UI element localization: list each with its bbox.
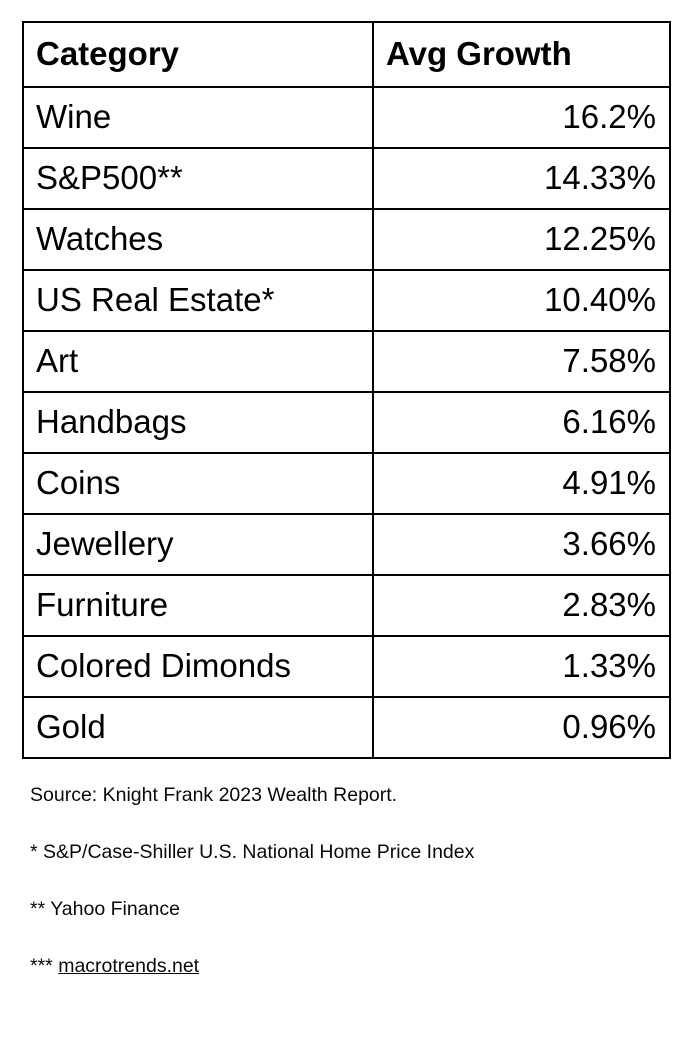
category-cell: Wine (22, 86, 374, 149)
growth-cell: 1.33% (372, 635, 671, 698)
sp500-footnote: ** Yahoo Finance (30, 898, 180, 920)
table-row: Watches 12.25% (22, 208, 671, 271)
footnotes: Source: Knight Frank 2023 Wealth Report.… (30, 784, 692, 978)
category-cell: Watches (22, 208, 374, 271)
macrotrends-link[interactable]: macrotrends.net (58, 955, 200, 977)
column-header-category: Category (22, 21, 374, 88)
category-cell: Colored Dimonds (22, 635, 374, 698)
table-row: Jewellery 3.66% (22, 513, 671, 576)
category-cell: S&P500** (22, 147, 374, 210)
category-cell: Coins (22, 452, 374, 515)
category-cell: Handbags (22, 391, 374, 454)
growth-cell: 10.40% (372, 269, 671, 332)
growth-cell: 2.83% (372, 574, 671, 637)
growth-cell: 0.96% (372, 696, 671, 759)
growth-cell: 16.2% (372, 86, 671, 149)
macrotrends-footnote: *** macrotrends.net (30, 955, 692, 978)
table-row: S&P500** 14.33% (22, 147, 671, 210)
growth-cell: 4.91% (372, 452, 671, 515)
growth-cell: 3.66% (372, 513, 671, 576)
category-cell: Jewellery (22, 513, 374, 576)
growth-cell: 14.33% (372, 147, 671, 210)
table-row: Gold 0.96% (22, 696, 671, 759)
source-note: Source: Knight Frank 2023 Wealth Report. (30, 784, 398, 806)
category-cell: US Real Estate* (22, 269, 374, 332)
table-row: Coins 4.91% (22, 452, 671, 515)
growth-cell: 6.16% (372, 391, 671, 454)
table-row: Colored Dimonds 1.33% (22, 635, 671, 698)
column-header-avg-growth: Avg Growth (372, 21, 671, 88)
category-cell: Furniture (22, 574, 374, 637)
avg-growth-table: Category Avg Growth Wine 16.2% S&P500** … (22, 21, 671, 759)
macrotrends-marker: *** (30, 955, 53, 977)
table-row: Handbags 6.16% (22, 391, 671, 454)
table-row: Wine 16.2% (22, 86, 671, 149)
table-row: Art 7.58% (22, 330, 671, 393)
growth-cell: 12.25% (372, 208, 671, 271)
table-row: Furniture 2.83% (22, 574, 671, 637)
table-header-row: Category Avg Growth (22, 21, 671, 88)
category-cell: Art (22, 330, 374, 393)
page: Category Avg Growth Wine 16.2% S&P500** … (0, 21, 692, 1045)
table-row: US Real Estate* 10.40% (22, 269, 671, 332)
real-estate-footnote: * S&P/Case-Shiller U.S. National Home Pr… (30, 841, 475, 863)
category-cell: Gold (22, 696, 374, 759)
growth-cell: 7.58% (372, 330, 671, 393)
